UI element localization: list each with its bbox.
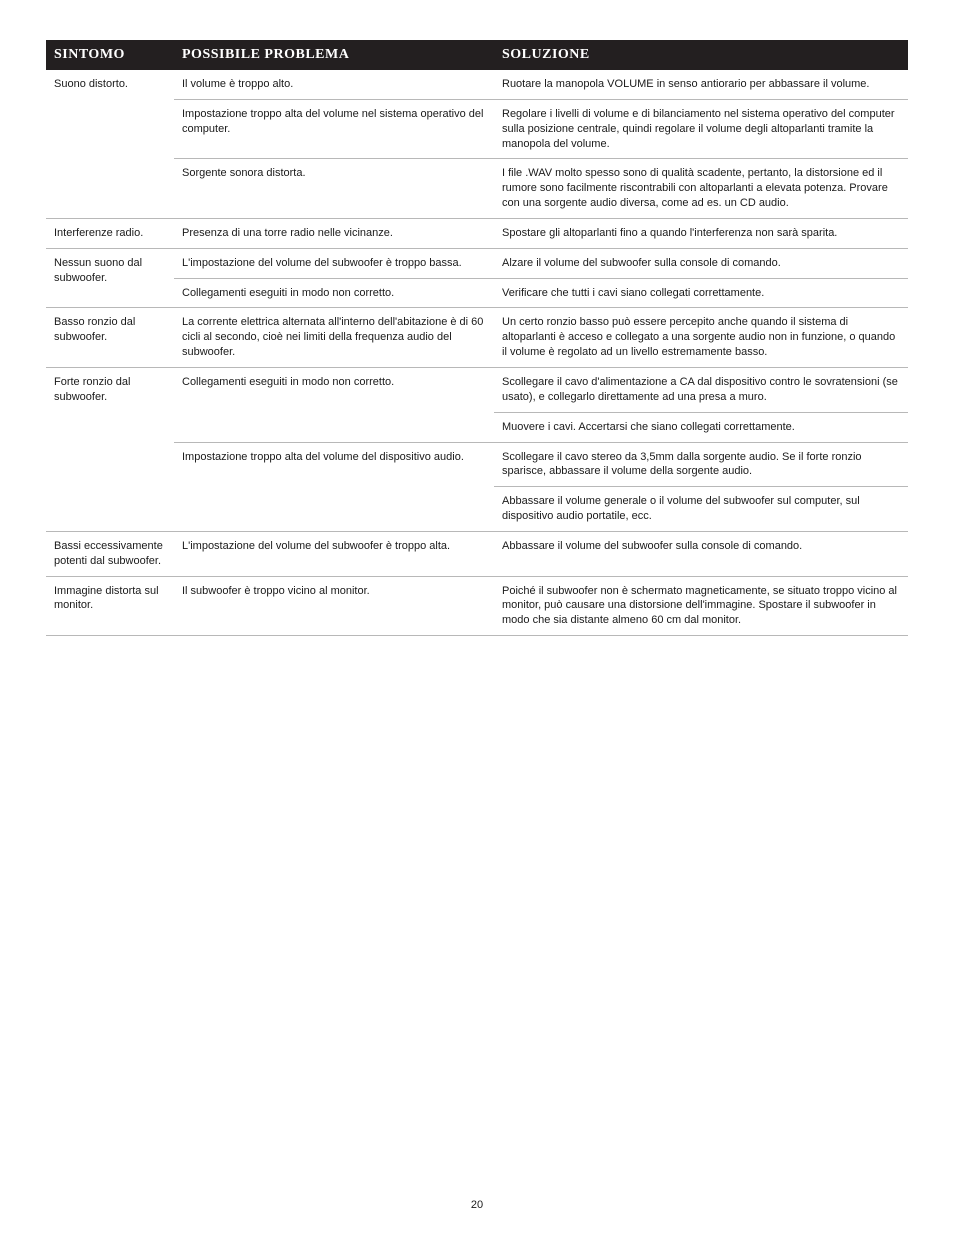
solution-cell: Un certo ronzio basso può essere percepi…	[494, 308, 908, 368]
symptom-cell: Immagine distorta sul monitor.	[46, 576, 174, 636]
solution-cell: Alzare il volume del subwoofer sulla con…	[494, 248, 908, 278]
problem-cell: L'impostazione del volume del subwoofer …	[174, 248, 494, 278]
symptom-cell: Bassi eccessivamente potenti dal subwoof…	[46, 531, 174, 576]
solution-cell: Muovere i cavi. Accertarsi che siano col…	[494, 412, 908, 442]
problem-cell: Il subwoofer è troppo vicino al monitor.	[174, 576, 494, 636]
page: SINTOMO POSSIBILE PROBLEMA SOLUZIONE Suo…	[0, 0, 954, 1235]
table-header-row: SINTOMO POSSIBILE PROBLEMA SOLUZIONE	[46, 41, 908, 70]
solution-cell: Regolare i livelli di volume e di bilanc…	[494, 99, 908, 159]
problem-cell: Il volume è troppo alto.	[174, 70, 494, 100]
symptom-cell: Forte ronzio dal subwoofer.	[46, 367, 174, 531]
table-row: Sorgente sonora distorta. I file .WAV mo…	[46, 159, 908, 219]
solution-cell: Scollegare il cavo d'alimentazione a CA …	[494, 367, 908, 412]
problem-cell: Impostazione troppo alta del volume nel …	[174, 99, 494, 159]
table-row: Suono distorto. Il volume è troppo alto.…	[46, 70, 908, 100]
symptom-cell: Nessun suono dal subwoofer.	[46, 248, 174, 308]
solution-cell: Scollegare il cavo stereo da 3,5mm dalla…	[494, 442, 908, 487]
table-row: Bassi eccessivamente potenti dal subwoof…	[46, 531, 908, 576]
problem-cell: La corrente elettrica alternata all'inte…	[174, 308, 494, 368]
col-header-problem: POSSIBILE PROBLEMA	[174, 41, 494, 70]
problem-cell: Collegamenti eseguiti in modo non corret…	[174, 278, 494, 308]
problem-cell: Impostazione troppo alta del volume del …	[174, 442, 494, 531]
problem-cell: Collegamenti eseguiti in modo non corret…	[174, 367, 494, 442]
table-row: Basso ronzio dal subwoofer. La corrente …	[46, 308, 908, 368]
table-row: Interferenze radio. Presenza di una torr…	[46, 218, 908, 248]
table-row: Impostazione troppo alta del volume nel …	[46, 99, 908, 159]
solution-cell: Poiché il subwoofer non è schermato magn…	[494, 576, 908, 636]
solution-cell: I file .WAV molto spesso sono di qualità…	[494, 159, 908, 219]
table-row: Forte ronzio dal subwoofer. Collegamenti…	[46, 367, 908, 412]
solution-cell: Spostare gli altoparlanti fino a quando …	[494, 218, 908, 248]
page-number: 20	[0, 1199, 954, 1211]
table-row: Collegamenti eseguiti in modo non corret…	[46, 278, 908, 308]
table-row: Immagine distorta sul monitor. Il subwoo…	[46, 576, 908, 636]
symptom-cell: Basso ronzio dal subwoofer.	[46, 308, 174, 368]
table-row: Nessun suono dal subwoofer. L'impostazio…	[46, 248, 908, 278]
troubleshooting-table: SINTOMO POSSIBILE PROBLEMA SOLUZIONE Suo…	[46, 40, 908, 636]
symptom-cell: Suono distorto.	[46, 70, 174, 219]
problem-cell: L'impostazione del volume del subwoofer …	[174, 531, 494, 576]
solution-cell: Verificare che tutti i cavi siano colleg…	[494, 278, 908, 308]
problem-cell: Sorgente sonora distorta.	[174, 159, 494, 219]
symptom-cell: Interferenze radio.	[46, 218, 174, 248]
solution-cell: Abbassare il volume del subwoofer sulla …	[494, 531, 908, 576]
solution-cell: Abbassare il volume generale o il volume…	[494, 487, 908, 532]
table-row: Impostazione troppo alta del volume del …	[46, 442, 908, 487]
problem-cell: Presenza di una torre radio nelle vicina…	[174, 218, 494, 248]
col-header-symptom: SINTOMO	[46, 41, 174, 70]
solution-cell: Ruotare la manopola VOLUME in senso anti…	[494, 70, 908, 100]
col-header-solution: SOLUZIONE	[494, 41, 908, 70]
